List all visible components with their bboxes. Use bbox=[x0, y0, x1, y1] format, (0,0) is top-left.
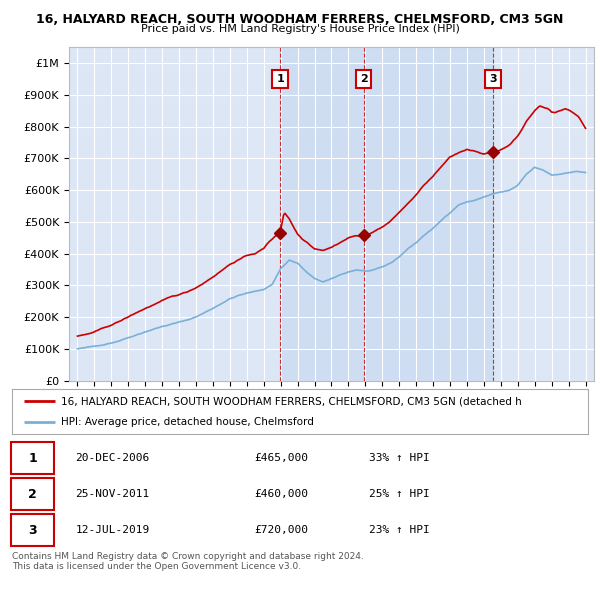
Text: 2: 2 bbox=[360, 74, 368, 84]
Text: HPI: Average price, detached house, Chelmsford: HPI: Average price, detached house, Chel… bbox=[61, 417, 314, 427]
Text: 1: 1 bbox=[28, 451, 37, 464]
Text: 23% ↑ HPI: 23% ↑ HPI bbox=[369, 525, 430, 535]
Text: 2: 2 bbox=[28, 487, 37, 501]
Text: Price paid vs. HM Land Registry's House Price Index (HPI): Price paid vs. HM Land Registry's House … bbox=[140, 24, 460, 34]
Text: 25% ↑ HPI: 25% ↑ HPI bbox=[369, 489, 430, 499]
Text: £460,000: £460,000 bbox=[254, 489, 308, 499]
Text: Contains HM Land Registry data © Crown copyright and database right 2024.: Contains HM Land Registry data © Crown c… bbox=[12, 552, 364, 560]
Text: 33% ↑ HPI: 33% ↑ HPI bbox=[369, 453, 430, 463]
Text: 3: 3 bbox=[28, 524, 37, 537]
Text: 16, HALYARD REACH, SOUTH WOODHAM FERRERS, CHELMSFORD, CM3 5GN (detached h: 16, HALYARD REACH, SOUTH WOODHAM FERRERS… bbox=[61, 396, 522, 407]
Bar bbox=[364, 47, 493, 381]
FancyBboxPatch shape bbox=[11, 478, 54, 510]
FancyBboxPatch shape bbox=[11, 514, 54, 546]
Bar bbox=[280, 47, 364, 381]
Text: 20-DEC-2006: 20-DEC-2006 bbox=[76, 453, 149, 463]
Text: 3: 3 bbox=[489, 74, 497, 84]
Text: 16, HALYARD REACH, SOUTH WOODHAM FERRERS, CHELMSFORD, CM3 5GN: 16, HALYARD REACH, SOUTH WOODHAM FERRERS… bbox=[37, 13, 563, 26]
Text: £465,000: £465,000 bbox=[254, 453, 308, 463]
FancyBboxPatch shape bbox=[11, 442, 54, 474]
Text: 1: 1 bbox=[277, 74, 284, 84]
Text: This data is licensed under the Open Government Licence v3.0.: This data is licensed under the Open Gov… bbox=[12, 562, 301, 571]
Text: 12-JUL-2019: 12-JUL-2019 bbox=[76, 525, 149, 535]
Text: £720,000: £720,000 bbox=[254, 525, 308, 535]
Text: 25-NOV-2011: 25-NOV-2011 bbox=[76, 489, 149, 499]
